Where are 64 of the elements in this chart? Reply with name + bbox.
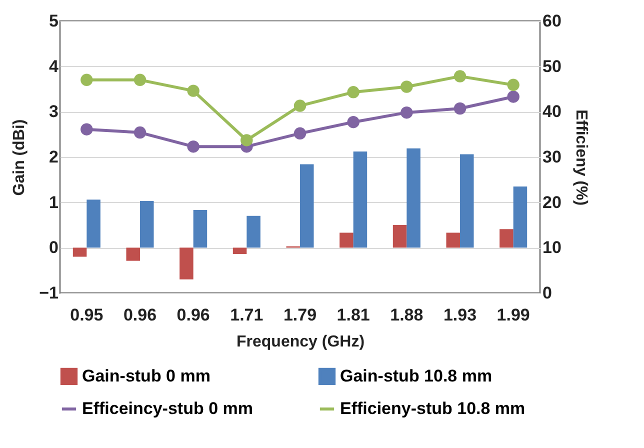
bar — [500, 229, 514, 248]
y2-tick-label: 60 — [542, 12, 562, 30]
y-tick-label: 0 — [49, 238, 58, 258]
legend-label: Gain-stub 0 mm — [82, 366, 210, 386]
bar — [513, 186, 528, 248]
bar — [446, 232, 460, 248]
y-tick-label: 3 — [49, 102, 58, 122]
bar — [232, 248, 247, 254]
y2-tick-label: 30 — [542, 148, 562, 166]
point — [134, 74, 146, 86]
point — [347, 116, 360, 128]
y2-tick-label: 20 — [542, 192, 562, 212]
y2-tick-label: 0 — [542, 284, 552, 302]
y2-tick-label: 10 — [542, 238, 562, 258]
x-axis-title: Frequency (GHz) — [236, 334, 365, 350]
bar — [140, 200, 154, 248]
x-tick-label: 1.81 — [336, 306, 370, 324]
legend-label: Efficieny-stub 10.8 mm — [340, 399, 526, 418]
x-tick-label: 1.79 — [283, 306, 317, 324]
point — [134, 126, 146, 139]
x-tick-label: 1.93 — [443, 306, 477, 324]
x-tick-label: 1.99 — [496, 306, 530, 324]
bar — [193, 210, 208, 248]
point — [80, 74, 93, 86]
y-tick-label: 2 — [49, 148, 58, 166]
y-tick-label: 4 — [49, 56, 60, 76]
y2-tick-label: 50 — [542, 56, 562, 76]
x-tick-label: 1.71 — [230, 306, 264, 324]
point — [80, 123, 93, 136]
point — [240, 134, 253, 146]
point — [294, 100, 306, 112]
point — [454, 102, 466, 115]
x-tick-label: 0.96 — [123, 306, 157, 324]
legend-label: Efficeincy-stub 0 mm — [82, 399, 253, 418]
point — [187, 84, 200, 97]
bar — [72, 248, 87, 257]
bar — [126, 248, 140, 261]
y2-axis-title: Efficieny (%) — [572, 109, 590, 206]
bar — [86, 200, 100, 248]
y2-tick-label: 40 — [542, 102, 562, 122]
bar — [353, 152, 368, 248]
y-tick-label: 5 — [49, 12, 58, 30]
point — [507, 78, 520, 92]
x-tick-label: 0.95 — [70, 306, 104, 324]
bar — [246, 216, 260, 248]
point — [454, 70, 466, 82]
bar — [460, 154, 474, 248]
x-tick-label: 1.88 — [390, 306, 424, 324]
point — [400, 80, 413, 93]
y-tick-label: −1 — [39, 284, 58, 302]
legend-label: Gain-stub 10.8 mm — [340, 366, 492, 386]
bar — [340, 232, 354, 248]
bar — [406, 148, 420, 248]
bar — [300, 164, 314, 248]
y-axis-title: Gain (dBi) — [11, 119, 28, 196]
point — [507, 90, 520, 103]
point — [187, 140, 200, 153]
bar — [392, 225, 407, 248]
point — [347, 86, 360, 98]
bar — [180, 248, 194, 280]
point — [294, 127, 306, 140]
x-tick-label: 0.96 — [176, 306, 210, 324]
y-tick-label: 1 — [49, 192, 58, 212]
point — [400, 106, 413, 119]
